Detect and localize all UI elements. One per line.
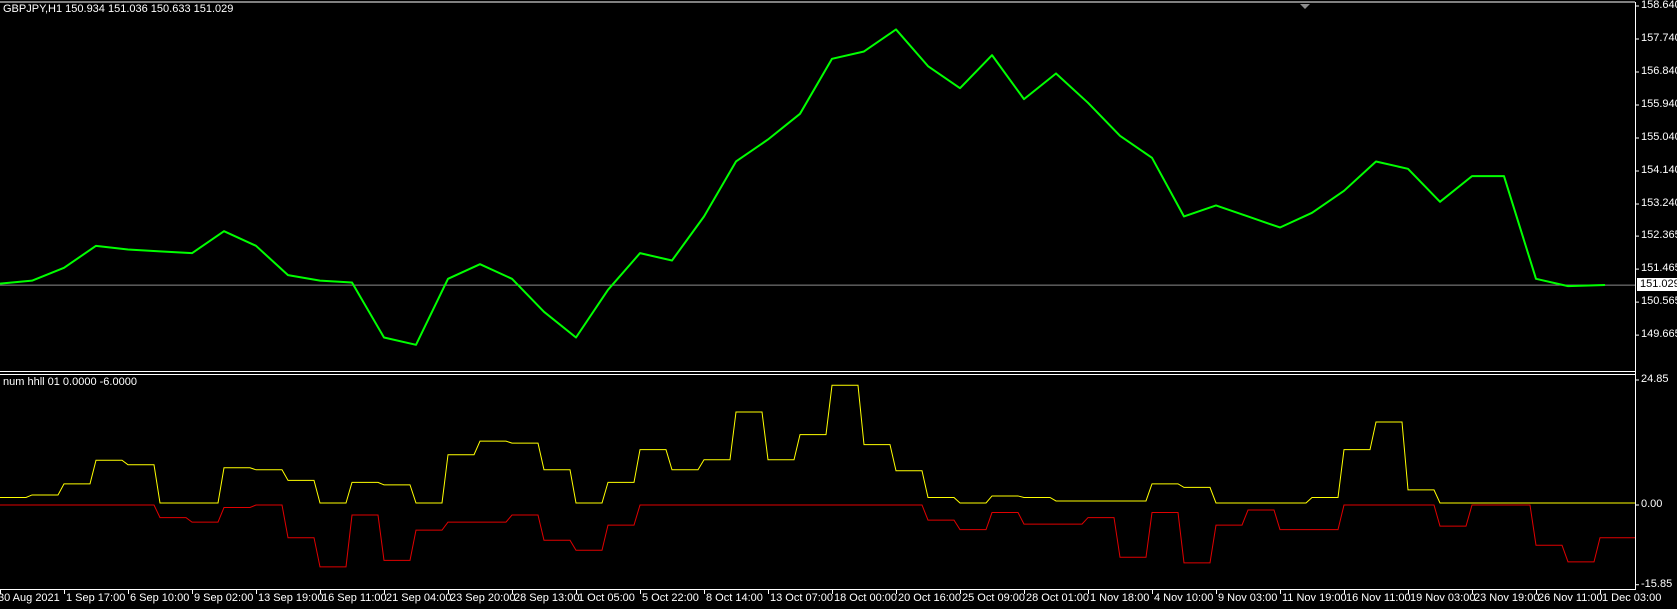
time-tick-label: 1 Sep 17:00 <box>66 592 126 604</box>
indicator-low-line <box>0 504 1635 568</box>
price-tick-label: 151.465 <box>1641 262 1677 275</box>
indicator-pane <box>0 384 1635 568</box>
time-tick-label: 26 Nov 11:00 <box>1538 592 1603 604</box>
time-tick-label: 1 Oct 05:00 <box>578 592 635 604</box>
time-tick-label: 9 Sep 02:00 <box>194 592 254 604</box>
time-tick-label: 16 Sep 11:00 <box>322 592 387 604</box>
axes <box>0 5 1639 594</box>
time-tick-label: 23 Sep 20:00 <box>450 592 516 604</box>
time-tick-label: 9 Nov 03:00 <box>1218 592 1278 604</box>
time-tick-label: 4 Nov 10:00 <box>1154 592 1214 604</box>
time-tick-label: 13 Sep 19:00 <box>258 592 324 604</box>
time-tick-label: 11 Nov 19:00 <box>1282 592 1347 604</box>
chart-shift-marker-icon[interactable] <box>1300 4 1310 9</box>
time-tick-label: 1 Nov 18:00 <box>1090 592 1150 604</box>
price-series-line <box>0 28 1606 346</box>
time-tick-label: 25 Oct 09:00 <box>962 592 1025 604</box>
price-tick-label: 157.740 <box>1641 32 1677 44</box>
price-tick-label: 153.240 <box>1641 197 1677 210</box>
symbol-title: GBPJPY,H1 150.934 151.036 150.633 151.02… <box>3 3 234 15</box>
price-tick-label: 152.365 <box>1641 229 1677 242</box>
time-tick-label: 19 Nov 03:00 <box>1410 592 1476 604</box>
indicator-tick-label: -15.85 <box>1641 577 1673 590</box>
indicator-title: num hhll 01 0.0000 -6.0000 <box>3 376 137 388</box>
price-tick-label: 149.665 <box>1641 328 1677 341</box>
time-tick-label: 28 Sep 13:00 <box>514 592 580 604</box>
time-tick-label: 13 Oct 07:00 <box>770 592 833 604</box>
price-tick-label: 158.640 <box>1641 0 1677 11</box>
time-tick-label: 30 Aug 2021 <box>0 592 60 604</box>
price-tick-label: 155.940 <box>1641 98 1677 110</box>
time-tick-label: 28 Oct 01:00 <box>1026 592 1089 604</box>
time-tick-label: 16 Nov 11:00 <box>1346 592 1411 604</box>
time-tick-label: 6 Sep 10:00 <box>130 592 190 604</box>
time-tick-label: 23 Nov 19:00 <box>1474 592 1540 604</box>
time-tick-label: 21 Sep 04:00 <box>386 592 452 604</box>
time-tick-label: 1 Dec 03:00 <box>1602 592 1662 604</box>
price-tick-label: 154.140 <box>1641 164 1677 176</box>
price-tick-label: 155.040 <box>1641 131 1677 143</box>
price-tick-label: 156.840 <box>1641 65 1677 77</box>
indicator-high-line <box>0 384 1635 504</box>
price-pane <box>0 28 1635 346</box>
time-tick-label: 8 Oct 14:00 <box>706 592 763 604</box>
current-price-label: 151.029 <box>1637 278 1677 292</box>
price-tick-label: 150.565 <box>1641 295 1677 308</box>
time-tick-label: 5 Oct 22:00 <box>642 592 699 604</box>
indicator-tick-label: 24.85 <box>1641 373 1669 385</box>
indicator-tick-label: 0.00 <box>1641 498 1663 510</box>
time-tick-label: 18 Oct 00:00 <box>834 592 897 604</box>
time-tick-label: 20 Oct 16:00 <box>898 592 961 604</box>
